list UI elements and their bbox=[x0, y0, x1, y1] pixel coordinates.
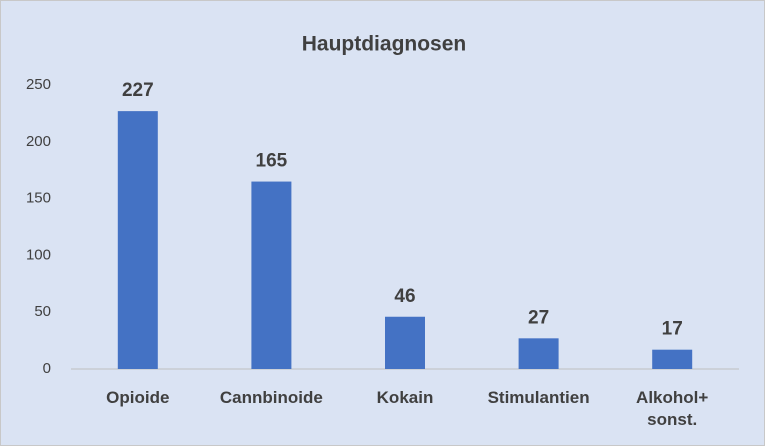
y-tick-label: 250 bbox=[26, 76, 51, 93]
x-tick-label: Opioide bbox=[106, 388, 170, 407]
x-tick-label: Cannbinoide bbox=[219, 388, 323, 407]
data-label: 165 bbox=[256, 151, 288, 172]
bar bbox=[385, 316, 425, 369]
y-tick-label: 150 bbox=[26, 190, 51, 207]
data-label: 227 bbox=[122, 80, 154, 101]
bar bbox=[652, 349, 693, 369]
x-tick-label: Alkohol+ sonst. bbox=[636, 388, 709, 429]
bar bbox=[518, 338, 559, 369]
y-tick-label: 200 bbox=[26, 133, 51, 150]
y-tick-label: 50 bbox=[34, 303, 51, 320]
y-tick-label: 100 bbox=[26, 246, 51, 263]
data-label: 17 bbox=[662, 319, 683, 340]
chart-title: Hauptdiagnosen bbox=[302, 33, 467, 56]
bar bbox=[251, 181, 292, 369]
x-tick-label: Stimulantien bbox=[487, 388, 590, 407]
y-tick-label: 0 bbox=[43, 360, 51, 377]
x-tick-label: Kokain bbox=[376, 388, 434, 407]
bar bbox=[117, 111, 158, 370]
data-label: 46 bbox=[394, 286, 415, 307]
data-label: 27 bbox=[528, 307, 549, 328]
